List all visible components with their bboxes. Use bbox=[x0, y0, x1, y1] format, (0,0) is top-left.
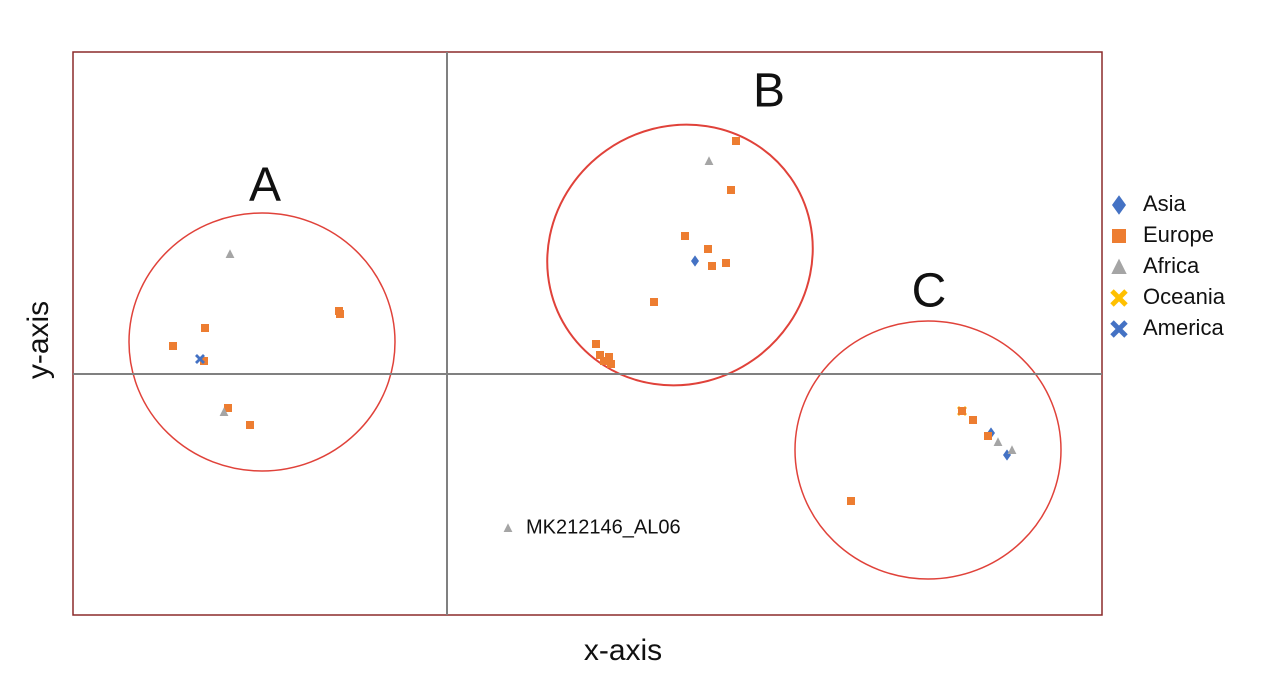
marker bbox=[984, 432, 992, 440]
legend-label: Asia bbox=[1143, 191, 1187, 216]
marker bbox=[605, 353, 613, 361]
marker bbox=[704, 156, 714, 165]
point-label: MK212146_AL06 bbox=[526, 516, 681, 538]
marker bbox=[596, 351, 604, 359]
marker bbox=[847, 497, 855, 505]
cluster-ellipse bbox=[128, 212, 396, 472]
marker bbox=[969, 416, 977, 424]
legend-label: Africa bbox=[1143, 253, 1200, 278]
marker bbox=[169, 342, 177, 350]
marker bbox=[1110, 320, 1128, 338]
cluster-label: B bbox=[753, 65, 785, 118]
legend-label: Europe bbox=[1143, 222, 1214, 247]
marker bbox=[219, 407, 229, 416]
cluster-label: A bbox=[249, 159, 281, 212]
marker bbox=[592, 340, 600, 348]
marker bbox=[600, 357, 608, 365]
marker bbox=[335, 307, 343, 315]
cluster-label: C bbox=[912, 265, 947, 318]
marker bbox=[722, 259, 730, 267]
marker bbox=[650, 298, 658, 306]
marker bbox=[201, 324, 209, 332]
marker bbox=[1112, 229, 1126, 243]
marker bbox=[225, 249, 235, 258]
marker bbox=[200, 357, 208, 365]
marker bbox=[681, 232, 689, 240]
marker bbox=[958, 407, 966, 415]
marker bbox=[607, 360, 615, 368]
marker bbox=[1007, 445, 1017, 454]
marker bbox=[708, 262, 716, 270]
cluster-ellipse bbox=[794, 320, 1062, 580]
legend-label: America bbox=[1143, 315, 1224, 340]
marker bbox=[732, 137, 740, 145]
x-axis-label: x-axis bbox=[584, 634, 662, 667]
marker bbox=[727, 186, 735, 194]
marker bbox=[1110, 289, 1128, 307]
y-axis-label: y-axis bbox=[22, 301, 55, 379]
marker bbox=[246, 421, 254, 429]
marker bbox=[1112, 195, 1126, 215]
marker bbox=[691, 255, 699, 267]
marker bbox=[503, 523, 513, 532]
marker bbox=[224, 404, 232, 412]
marker bbox=[195, 354, 205, 364]
cluster-ellipse bbox=[546, 123, 814, 387]
plot-frame bbox=[72, 51, 1103, 616]
marker bbox=[993, 437, 1003, 446]
marker bbox=[704, 245, 712, 253]
marker bbox=[1111, 258, 1127, 274]
legend-label: Oceania bbox=[1143, 284, 1226, 309]
